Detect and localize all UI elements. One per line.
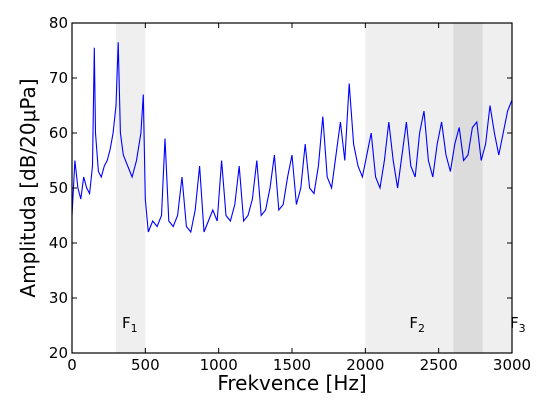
band-labels: F1 F2 F3 (122, 314, 526, 335)
x-tick-label-3: 1500 (273, 356, 311, 374)
y-axis-title: Amplituda [dB/20μPa] (16, 78, 40, 297)
x-axis-title: Frekvence [Hz] (217, 371, 366, 395)
spectrum-line (71, 42, 513, 234)
y-tick-label-0: 20 (49, 344, 68, 362)
y-tick-label-1: 30 (49, 289, 68, 307)
y-tick-label-4: 60 (49, 124, 68, 142)
x-tick-label-4: 2000 (346, 356, 384, 374)
x-tick-label-6: 3000 (493, 356, 531, 374)
x-tick-label-5: 2500 (420, 356, 458, 374)
y-tick-label-3: 50 (49, 179, 68, 197)
band-label-3: F3 (510, 314, 526, 335)
y-tick-label-6: 80 (49, 14, 68, 32)
x-tick-label-0: 0 (67, 356, 77, 374)
y-tick-label-2: 40 (49, 234, 68, 252)
x-tick-label-2: 1000 (200, 356, 238, 374)
y-axis: 20 30 40 50 60 70 80 (49, 14, 512, 362)
x-tick-label-1: 500 (131, 356, 160, 374)
band-label-2: F2 (409, 314, 425, 335)
x-axis: 0 500 1000 1500 2000 2500 3000 (67, 23, 531, 374)
bands-layer (116, 23, 512, 353)
band-label-1: F1 (122, 314, 138, 335)
band-1 (116, 23, 146, 353)
band-2 (365, 23, 512, 353)
y-tick-label-5: 70 (49, 69, 68, 87)
band-3 (453, 23, 483, 353)
